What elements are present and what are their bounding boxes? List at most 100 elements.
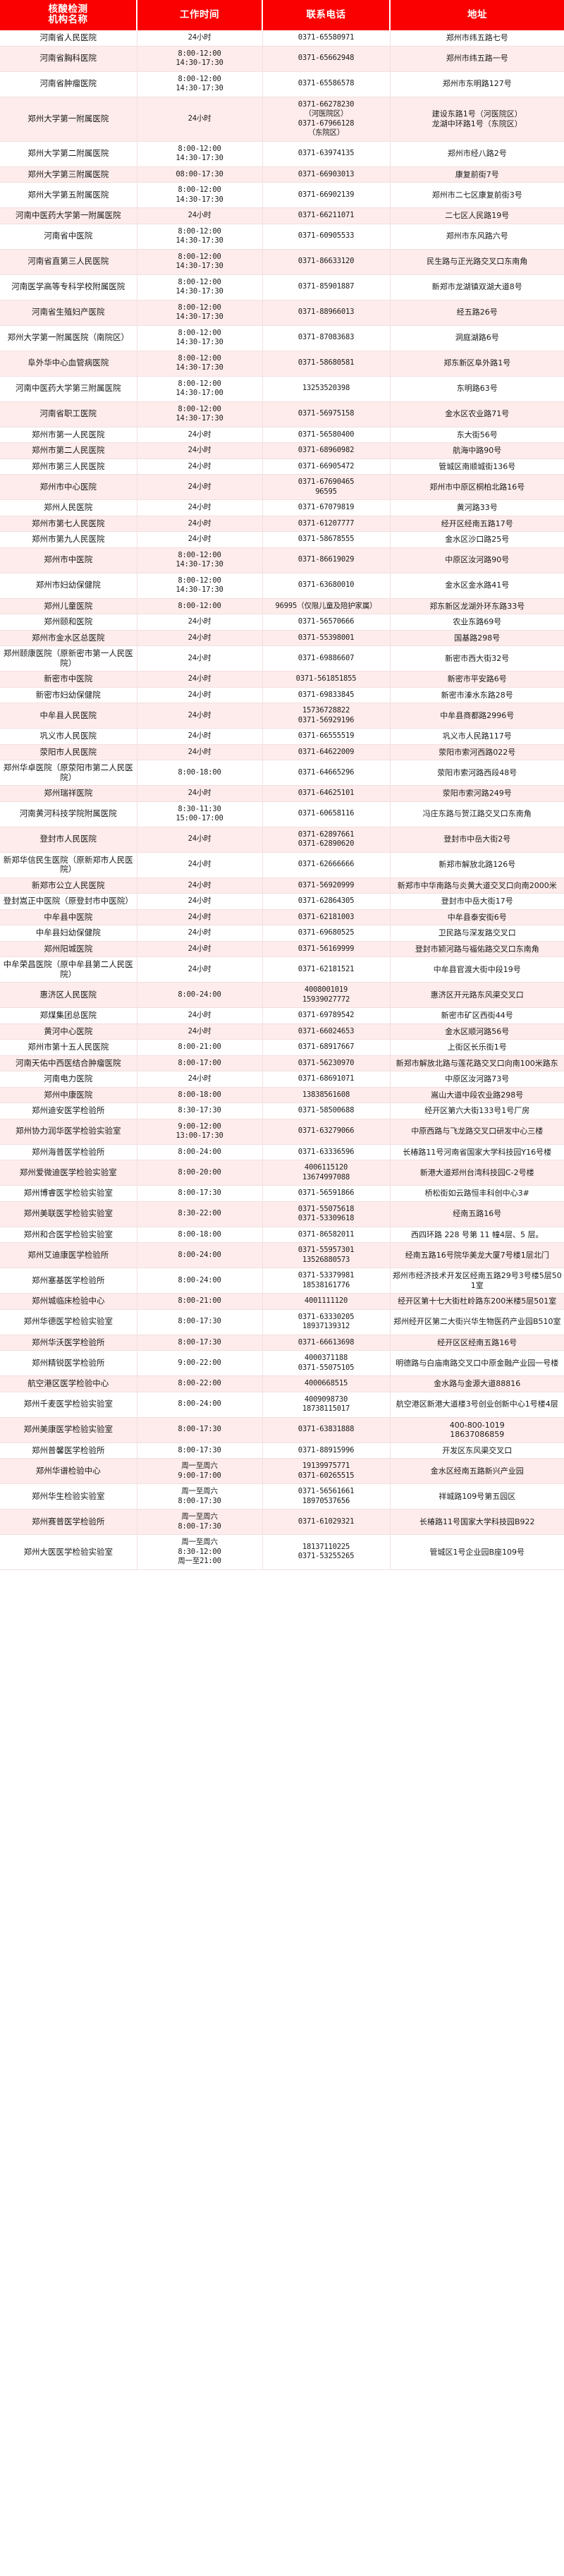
- cell-institution-name: 郑州市金水区总医院: [0, 630, 137, 646]
- table-row: 郑州市中医院 8:00-12:00 14:30-17:30 0371-86619029…: [0, 547, 564, 573]
- cell-address: 嵩山大道中段农业路298号: [390, 1087, 564, 1103]
- cell-institution-name: 惠济区人民医院: [0, 982, 137, 1008]
- column-header-name: 核酸检测 机构名称: [0, 0, 137, 30]
- cell-institution-name: 新郑市公立人民医院: [0, 877, 137, 894]
- table-row: 中牟县人民医院 24小时 15736728822 0371-56929196 中牟县商都…: [0, 703, 564, 729]
- cell-address: 郑州市纬五路七号: [390, 30, 564, 47]
- cell-institution-name: 郑州迪安医学检验所: [0, 1102, 137, 1119]
- cell-working-hours: 24小时: [137, 893, 263, 910]
- cell-contact-phone: 0371-55075618 0371-53309618: [262, 1201, 391, 1227]
- cell-contact-phone: 0371-68691071: [262, 1071, 391, 1088]
- cell-address: 郑东新区龙湖外环东路33号: [390, 598, 564, 614]
- cell-working-hours: 24小时: [137, 728, 263, 745]
- cell-address: 新郑市解放北路与莲花路交叉口向南100米路东: [390, 1055, 564, 1071]
- cell-contact-phone: 0371-61207777: [262, 516, 391, 532]
- cell-address: 洞庭湖路6号: [390, 325, 564, 351]
- cell-institution-name: 郑州塞基医学检验所: [0, 1268, 137, 1294]
- cell-working-hours: 8:00-12:00: [137, 598, 263, 614]
- cell-address: 桥松街如云路恒丰科创中心3#: [390, 1185, 564, 1202]
- cell-working-hours: 8:00-24:00: [137, 1144, 263, 1160]
- cell-institution-name: 航空港区医学检验中心: [0, 1375, 137, 1392]
- cell-working-hours: 24小时: [137, 925, 263, 942]
- cell-address: 新郑市解放北路126号: [390, 852, 564, 878]
- cell-institution-name: 河南省胸科医院: [0, 46, 137, 72]
- cell-institution-name: 郑煤集团总医院: [0, 1007, 137, 1024]
- table-row: 郑州市妇幼保健院 8:00-12:00 14:30-17:30 0371-636800…: [0, 573, 564, 599]
- table-row: 河南省中医院 8:00-12:00 14:30-17:30 0371-60905533…: [0, 224, 564, 250]
- cell-working-hours: 8:00-12:00 14:30-17:30: [137, 46, 263, 72]
- cell-institution-name: 郑州中康医院: [0, 1087, 137, 1103]
- cell-contact-phone: 0371-69680525: [262, 925, 391, 942]
- cell-working-hours: 8:00-24:00: [137, 982, 263, 1008]
- cell-working-hours: 24小时: [137, 207, 263, 224]
- cell-institution-name: 河南省直第三人民医院: [0, 249, 137, 275]
- cell-institution-name: 荥阳市人民医院: [0, 744, 137, 760]
- cell-address: 金水区顺河路56号: [390, 1023, 564, 1040]
- cell-contact-phone: 0371-61029321: [262, 1509, 391, 1535]
- cell-working-hours: 24小时: [137, 442, 263, 459]
- table-row: 郑州千麦医学检验实验室 8:00-24:00 4009098730 187381150…: [0, 1392, 564, 1418]
- table-row: 中牟荣昌医院（原中牟县第二人民医院） 24小时 0371-62181521 中牟县官渡…: [0, 956, 564, 983]
- cell-address: 荥阳市索河路249号: [390, 785, 564, 802]
- cell-contact-phone: 0371-56591866: [262, 1185, 391, 1202]
- cell-contact-phone: 0371-86619029: [262, 547, 391, 573]
- cell-contact-phone: 13838561608: [262, 1087, 391, 1103]
- cell-contact-phone: 0371-87083683: [262, 325, 391, 351]
- cell-working-hours: 24小时: [137, 474, 263, 500]
- cell-institution-name: 郑州市第二人民医院: [0, 442, 137, 459]
- cell-contact-phone: 0371-66902139: [262, 182, 391, 208]
- cell-working-hours: 24小时: [137, 427, 263, 443]
- table-row: 郑州大学第五附属医院 8:00-12:00 14:30-17:30 0371-6690…: [0, 182, 564, 208]
- cell-address: 金水区农业路71号: [390, 401, 564, 427]
- cell-address: 登封市中岳大街17号: [390, 893, 564, 910]
- cell-address: 中原区汝河路73号: [390, 1071, 564, 1088]
- cell-institution-name: 郑州人民医院: [0, 499, 137, 516]
- cell-working-hours: 8:00-17:00: [137, 1055, 263, 1071]
- table-row: 郑州美康医学检验实验室 8:00-17:30 0371-63831888 400-80…: [0, 1417, 564, 1443]
- cell-institution-name: 郑州大学第二附属医院: [0, 141, 137, 167]
- cell-institution-name: 郑州大学第一附属医院（南院区）: [0, 325, 137, 351]
- cell-institution-name: 郑州博睿医学检验实验室: [0, 1185, 137, 1202]
- cell-working-hours: 8:00-12:00 14:30-17:00: [137, 376, 263, 402]
- cell-working-hours: 8:00-21:00: [137, 1039, 263, 1056]
- cell-address: 郑州市经八路2号: [390, 141, 564, 167]
- cell-address: 上街区长乐街1号: [390, 1039, 564, 1056]
- cell-institution-name: 郑州颐康医院（原新密市第一人民医院）: [0, 645, 137, 672]
- table-row: 郑州精锐医学检验所 9:00-22:00 4000371188 0371-550751…: [0, 1350, 564, 1376]
- cell-contact-phone: 0371-66613698: [262, 1335, 391, 1351]
- cell-working-hours: 8:00-18:00: [137, 1087, 263, 1103]
- cell-address: 二七区人民路19号: [390, 207, 564, 224]
- cell-contact-phone: 0371-86582011: [262, 1227, 391, 1243]
- cell-institution-name: 郑州精锐医学检验所: [0, 1350, 137, 1376]
- cell-address: 新郑市中华南路与炎黄大道交叉口向南2000米: [390, 877, 564, 894]
- cell-address: 金水区金水路41号: [390, 573, 564, 599]
- table-row: 郑州华生检验实验室 周一至周六 8:00-17:30 0371-56561661 189…: [0, 1483, 564, 1509]
- cell-institution-name: 河南省职工医院: [0, 401, 137, 427]
- table-row: 河南省胸科医院 8:00-12:00 14:30-17:30 0371-6566294…: [0, 46, 564, 72]
- cell-institution-name: 郑州市中心医院: [0, 474, 137, 500]
- cell-contact-phone: 0371-56169999: [262, 941, 391, 957]
- cell-contact-phone: 4001111120: [262, 1293, 391, 1310]
- cell-working-hours: 24小时: [137, 645, 263, 672]
- table-row: 郑州阳城医院 24小时 0371-56169999 登封市颍河路与福佑路交叉口东南角: [0, 941, 564, 957]
- cell-working-hours: 9:00-22:00: [137, 1350, 263, 1376]
- cell-address: 民生路与正光路交叉口东南角: [390, 249, 564, 275]
- cell-address: 中原西路与飞龙路交叉口研发中心三楼: [390, 1119, 564, 1145]
- cell-institution-name: 郑州和合医学检验实验室: [0, 1227, 137, 1243]
- cell-contact-phone: 0371-58500688: [262, 1102, 391, 1119]
- table-row: 郑煤集团总医院 24小时 0371-69789542 新密市矿区西街44号: [0, 1007, 564, 1024]
- cell-working-hours: 8:00-12:00 14:30-17:30: [137, 401, 263, 427]
- cell-working-hours: 24小时: [137, 97, 263, 142]
- table-row: 河南省直第三人民医院 8:00-12:00 14:30-17:30 0371-8663…: [0, 249, 564, 275]
- cell-address: 新郑市龙湖镇双湖大道8号: [390, 274, 564, 300]
- cell-address: 航空港区新港大道楼3号创业创新中心1号楼4层: [390, 1392, 564, 1418]
- table-row: 河南中医药大学第一附属医院 24小时 0371-66211071 二七区人民路19号: [0, 207, 564, 224]
- table-row: 郑州华卓医院（原荥阳市第二人民医院） 8:00-18:00 0371-6466529…: [0, 760, 564, 786]
- cell-address: 长椿路11号国家大学科技园B922: [390, 1509, 564, 1535]
- cell-contact-phone: 0371-64622009: [262, 744, 391, 760]
- cell-institution-name: 新郑华信民生医院（原新郑市人民医院）: [0, 852, 137, 878]
- table-row: 郑州赛普医学检验所 周一至周六 8:00-17:30 0371-61029321 长椿路…: [0, 1509, 564, 1535]
- cell-working-hours: 24小时: [137, 941, 263, 957]
- cell-working-hours: 24小时: [137, 30, 263, 47]
- cell-working-hours: 24小时: [137, 516, 263, 532]
